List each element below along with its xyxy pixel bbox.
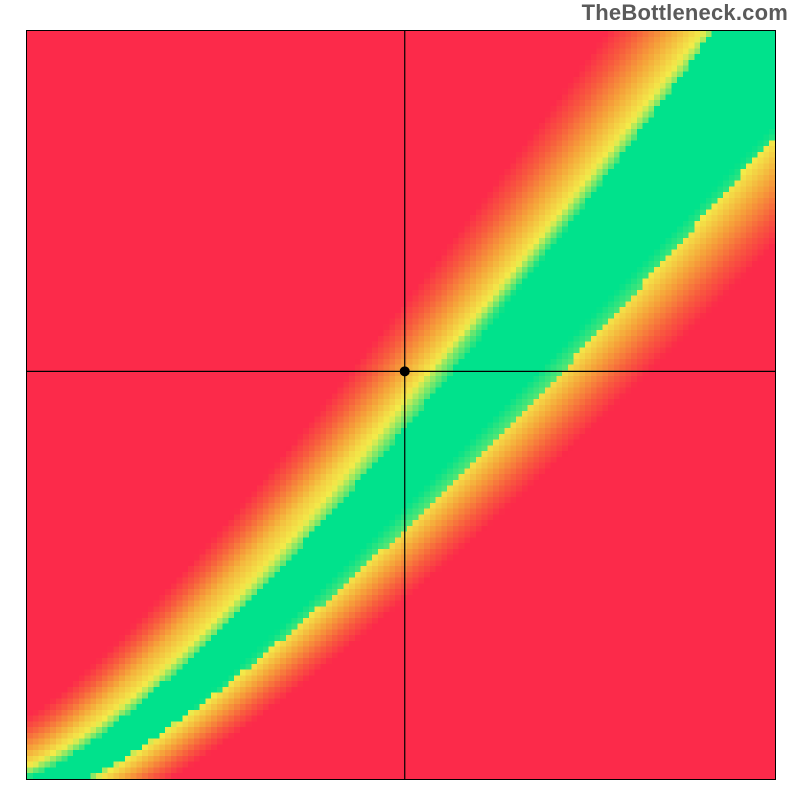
heatmap-canvas: [27, 31, 775, 779]
chart-container: TheBottleneck.com: [0, 0, 800, 800]
watermark-text: TheBottleneck.com: [582, 0, 788, 26]
heatmap-plot: [26, 30, 776, 780]
